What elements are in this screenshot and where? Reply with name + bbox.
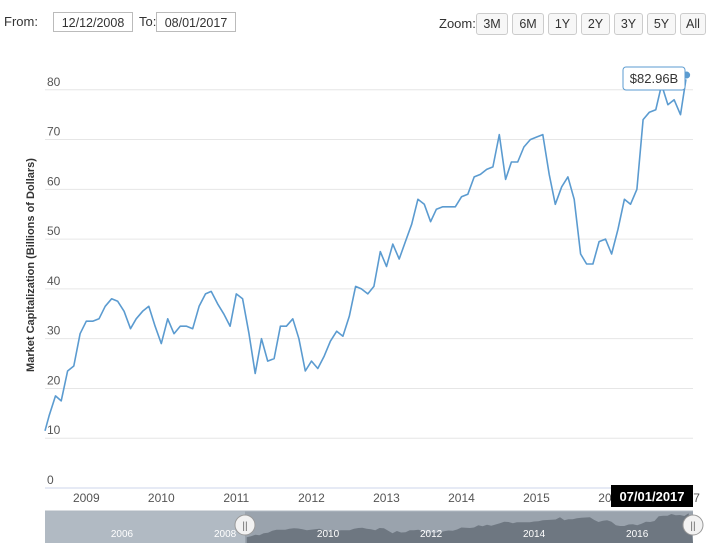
y-tick-label: 40 xyxy=(47,274,61,288)
y-tick-label: 50 xyxy=(47,224,61,238)
from-label: From: xyxy=(4,14,38,29)
navigator-left-handle[interactable]: || xyxy=(234,514,256,536)
zoom-2y-button[interactable]: 2Y xyxy=(581,13,610,35)
y-tick-label: 0 xyxy=(47,473,54,487)
from-date-input[interactable]: 12/12/2008 xyxy=(53,12,133,32)
y-tick-label: 10 xyxy=(47,423,61,437)
y-axis-label: Market Capitalization (Billions of Dolla… xyxy=(25,158,37,372)
navigator-year-label: 2008 xyxy=(214,529,237,540)
x-tick-label: 2014 xyxy=(448,491,475,505)
series-line[interactable] xyxy=(44,74,688,432)
x-axis-ticks: 200920102011201220132014201520162017 xyxy=(73,491,700,505)
navigator-year-label: 2010 xyxy=(317,529,340,540)
to-label: To: xyxy=(139,14,157,29)
navigator-year-label: 2006 xyxy=(111,529,134,540)
zoom-5y-button[interactable]: 5Y xyxy=(647,13,676,35)
x-tick-label: 2013 xyxy=(373,491,400,505)
navigator-right-handle-grip: || xyxy=(690,521,695,532)
x-tick-label: 2010 xyxy=(148,491,175,505)
zoom-label: Zoom: xyxy=(439,16,476,31)
zoom-3m-button[interactable]: 3M xyxy=(476,13,508,35)
gridlines xyxy=(45,89,693,439)
navigator-right-handle[interactable]: || xyxy=(682,514,704,536)
range-selector: From: 12/12/2008 To: 08/01/2017 Zoom: 3M… xyxy=(0,0,711,40)
navigator-left-handle-grip: || xyxy=(242,521,247,532)
y-tick-label: 60 xyxy=(47,174,61,188)
y-tick-label: 30 xyxy=(47,324,61,338)
x-tick-label: 2012 xyxy=(298,491,325,505)
zoom-all-button[interactable]: All xyxy=(680,13,706,35)
navigator-year-label: 2012 xyxy=(420,529,443,540)
y-tick-label: 80 xyxy=(47,75,61,89)
navigator-series xyxy=(246,513,693,543)
hover-date: 07/01/2017 xyxy=(619,489,684,504)
zoom-3y-button[interactable]: 3Y xyxy=(614,13,643,35)
zoom-6m-button[interactable]: 6M xyxy=(512,13,544,35)
x-tick-label: 2009 xyxy=(73,491,100,505)
navigator-year-label: 2014 xyxy=(523,529,546,540)
y-tick-label: 70 xyxy=(47,125,61,139)
navigator[interactable]: 2006 2008 2010 2012 2014 2016 || || xyxy=(45,510,704,543)
tooltip: $82.96B xyxy=(622,66,686,91)
navigator-year-labels: 2006 2008 2010 2012 2014 2016 xyxy=(111,529,649,540)
series-layer[interactable] xyxy=(44,70,692,432)
zoom-1y-button[interactable]: 1Y xyxy=(548,13,577,35)
x-tick-label: 2015 xyxy=(523,491,550,505)
x-tick-label: 2011 xyxy=(223,491,249,505)
y-tick-label: 20 xyxy=(47,373,61,387)
hover-date-badge: 07/01/2017 xyxy=(611,485,693,507)
tooltip-value: $82.96B xyxy=(630,71,678,86)
to-date-input[interactable]: 08/01/2017 xyxy=(156,12,236,32)
navigator-year-label: 2016 xyxy=(626,529,649,540)
y-axis-ticks: 0 10 20 30 40 50 60 70 80 xyxy=(47,75,61,487)
